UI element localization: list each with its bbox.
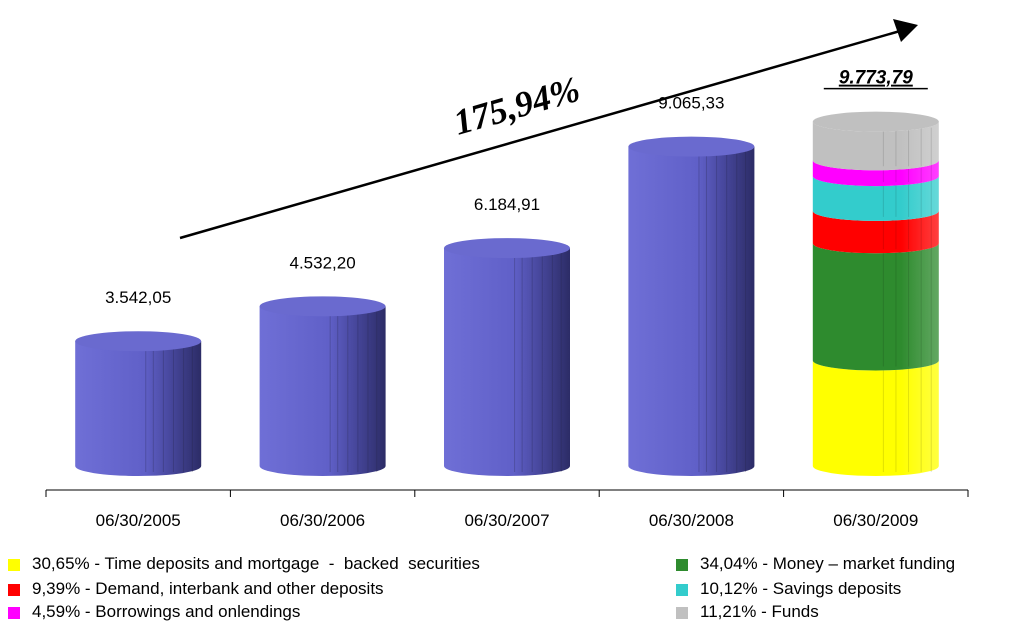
- x-tick-label: 06/30/2008: [649, 511, 734, 530]
- value-label: 3.542,05: [105, 288, 171, 307]
- bar-06/30/2008: [628, 136, 755, 477]
- bar-segment-body: [812, 210, 939, 254]
- growth-arrow-head: [893, 19, 918, 42]
- x-tick-label: 06/30/2006: [280, 511, 365, 530]
- legend-swatch: [8, 607, 20, 619]
- bar-top: [75, 331, 202, 352]
- bar-segment: [812, 243, 939, 371]
- legend-swatch: [676, 607, 688, 619]
- chart-legend: 30,65% - Time deposits and mortgage - ba…: [0, 553, 1016, 628]
- value-label: 4.532,20: [290, 253, 356, 272]
- legend-swatch: [8, 584, 20, 596]
- bar-segment: [812, 176, 939, 221]
- bar-top: [444, 238, 570, 259]
- bar-segment-body: [812, 360, 939, 477]
- x-tick-label: 06/30/2009: [833, 511, 918, 530]
- legend-label: 34,04% - Money – market funding: [700, 554, 956, 573]
- total-value-label: 9.773,79: [839, 68, 913, 89]
- bar: [444, 248, 570, 476]
- growth-arrow-line: [179, 29, 901, 240]
- legend-label: 30,65% - Time deposits and mortgage - ba…: [32, 554, 480, 573]
- legend-swatch: [676, 584, 688, 596]
- legend-swatch: [676, 559, 688, 571]
- value-label: 9.065,33: [658, 94, 724, 113]
- bar-segment: [812, 360, 939, 477]
- bar-segment-body: [812, 121, 939, 171]
- bar: [75, 341, 202, 477]
- growth-label: 175,94%: [449, 69, 584, 143]
- bar-segment-top: [812, 111, 939, 132]
- x-tick-label: 06/30/2007: [464, 511, 549, 530]
- x-tick-label: 06/30/2005: [96, 511, 181, 530]
- bar-top: [259, 296, 386, 317]
- chart-plot: 3.542,05 06/30/2005 4.532,20 06/30/2006 6.18…: [45, 19, 969, 530]
- legend-label: 9,39% - Demand, interbank and other depo…: [32, 579, 384, 598]
- bar-segment: [812, 111, 939, 171]
- bar-06/30/2006: [259, 296, 386, 477]
- bar-top: [628, 136, 755, 157]
- legend-label: 4,59% - Borrowings and onlendings: [32, 602, 301, 621]
- bar-segment-body: [812, 160, 939, 187]
- bar-segment: [812, 210, 939, 254]
- legend-swatch: [8, 559, 20, 571]
- value-label: 6.184,91: [474, 195, 540, 214]
- bar-06/30/2007: [444, 238, 570, 476]
- bar-segment-body: [812, 243, 939, 371]
- bar-segment-body: [812, 176, 939, 221]
- legend-label: 10,12% - Savings deposits: [700, 579, 902, 598]
- legend-label: 11,21% - Funds: [700, 602, 819, 621]
- bar: [628, 146, 755, 477]
- bar-06/30/2005: [75, 331, 202, 477]
- bar-06/30/2009: [812, 111, 939, 477]
- bar: [259, 306, 386, 477]
